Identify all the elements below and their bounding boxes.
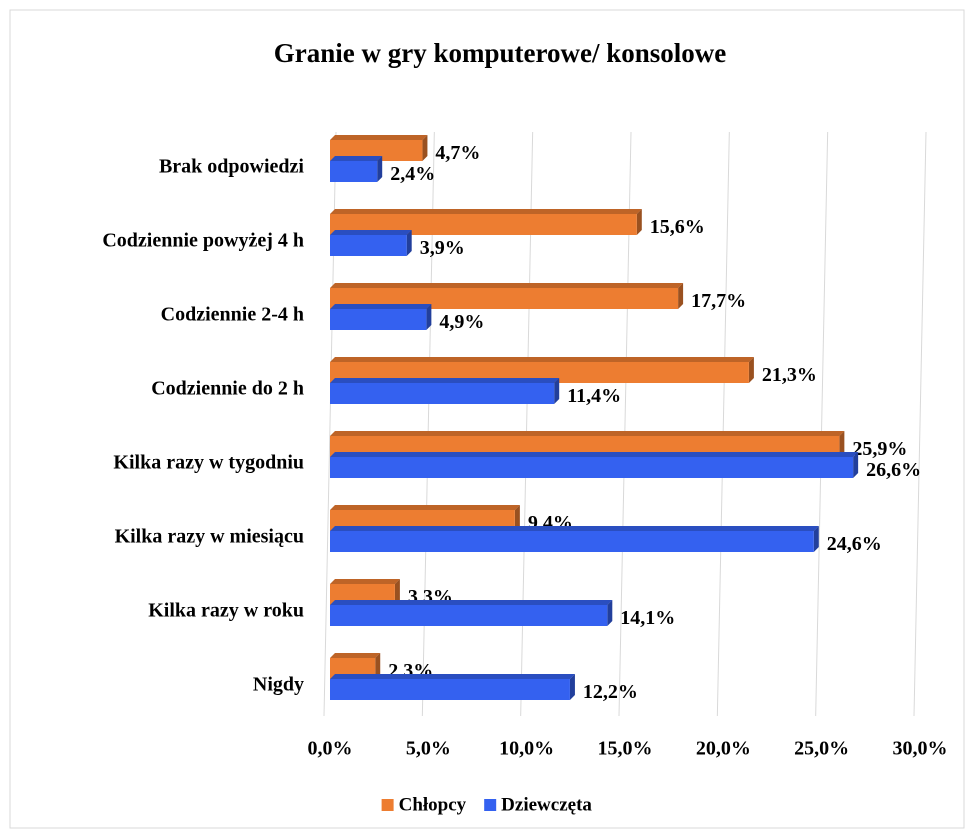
grid-line [716,131,730,717]
y-tick-label: Codziennie 2-4 h [161,304,304,326]
bar-top [330,653,381,658]
bar [330,235,407,256]
bar-top [330,505,520,510]
value-label: 14,1% [620,607,675,629]
legend: Chłopcy Dziewczęta [381,794,592,815]
value-label: 2,4% [390,163,435,185]
bar [330,362,749,383]
value-label: 3,9% [420,237,465,259]
bar-side [853,452,859,478]
bar [330,288,679,309]
bar-top [330,431,845,436]
bar-side [377,156,383,182]
x-tick-label: 5,0% [406,738,451,760]
bar-top [330,135,428,140]
x-tick-label: 15,0% [598,738,653,760]
bar [330,679,570,700]
y-tick-label: Kilka razy w miesiącu [115,526,304,548]
bar [330,383,555,404]
legend-label: Chłopcy [399,794,467,815]
value-label: 4,7% [435,142,480,164]
bar-side [813,526,819,552]
value-label: 4,9% [439,311,484,333]
bar [330,309,427,330]
bar-top [330,283,684,288]
value-label: 15,6% [650,216,705,238]
x-tick-label: 25,0% [794,738,849,760]
bar-side [394,579,400,605]
grid-line [913,131,927,717]
value-label: 21,3% [762,364,817,386]
bar-top [330,674,575,679]
bar-side [426,304,432,330]
value-label: 12,2% [583,681,638,703]
y-tick-label: Kilka razy w roku [148,600,304,622]
bar-top [330,156,383,161]
bar-side [839,431,845,457]
bar [330,436,840,457]
bar-side [607,600,613,626]
y-tick-label: Codziennie do 2 h [151,378,304,400]
value-label: 24,6% [827,533,882,555]
bar-side [375,653,381,679]
chart-frame [9,9,965,829]
bar-side [636,209,642,235]
y-tick-label: Brak odpowiedzi [159,156,304,178]
bar-top [330,357,754,362]
legend-swatch [484,799,497,811]
bar [330,584,395,605]
x-tick-label: 10,0% [499,738,554,760]
bar [330,457,854,478]
grid-line [815,131,829,717]
y-tick-label: Nigdy [253,674,304,696]
bar-top [330,579,400,584]
bar-top [330,526,819,531]
bar [330,161,378,182]
value-label: 26,6% [866,459,921,481]
x-tick-label: 30,0% [893,738,948,760]
value-label: 25,9% [852,438,907,460]
chart-title: Granie w gry komputerowe/ konsolowe [274,38,727,68]
value-label: 11,4% [567,385,621,407]
bar [330,531,814,552]
bar-side [406,230,412,256]
x-tick-label: 20,0% [696,738,751,760]
x-tick-label: 0,0% [308,738,353,760]
bar-side [569,674,575,700]
bar-side [422,135,428,161]
bar [330,658,376,679]
bar-top [330,600,613,605]
value-label: 17,7% [691,290,746,312]
bar [330,605,608,626]
y-tick-label: Codziennie powyżej 4 h [102,230,304,252]
bar-side [514,505,520,531]
bar [330,214,637,235]
legend-label: Dziewczęta [501,794,592,815]
bar-top [330,378,560,383]
bar [330,510,515,531]
y-tick-label: Kilka razy w tygodniu [113,452,304,474]
bar [330,140,423,161]
bar-side [748,357,754,383]
bar-top [330,304,432,309]
bar-side [554,378,560,404]
legend-swatch [381,799,394,811]
bar-top [330,209,642,214]
bar-side [678,283,684,309]
bar-top [330,452,859,457]
bar-top [330,230,412,235]
